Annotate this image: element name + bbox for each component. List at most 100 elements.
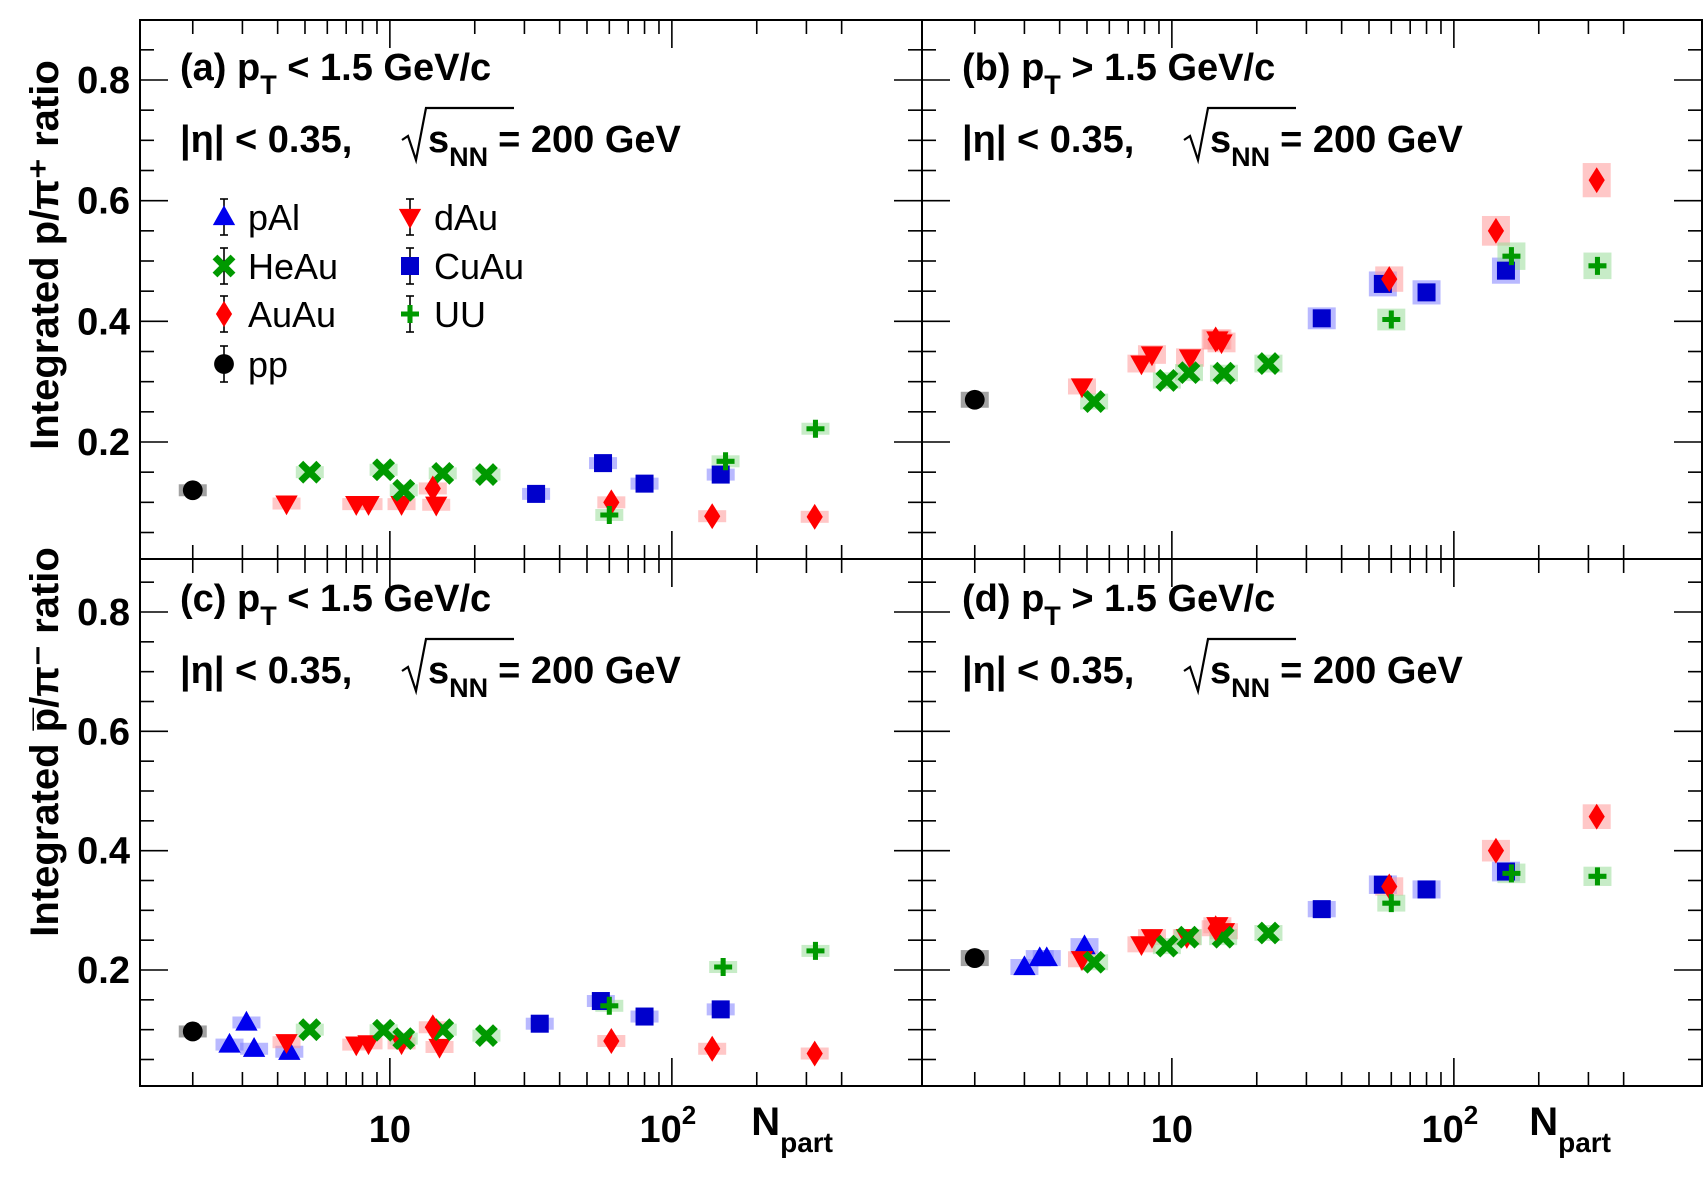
point-heau [298, 460, 322, 484]
point-pal [1073, 934, 1096, 955]
point-dau [1140, 929, 1164, 949]
point-pal [1035, 946, 1058, 967]
point-heau [1176, 925, 1200, 949]
point-auau [424, 1014, 441, 1041]
panel-condition-b: |η| < 0.35, [962, 119, 1134, 161]
legend-label-auau: AuAu [248, 294, 336, 335]
legend-label-pp: pp [248, 344, 288, 385]
point-auau [1588, 803, 1605, 830]
point-auau [424, 475, 441, 502]
legend-label-heau: HeAu [248, 246, 338, 287]
panel-title-b: (b) pT > 1.5 GeV/c [962, 47, 1275, 100]
legend-label-dau: dAu [434, 197, 498, 238]
legend-marker-cuau [401, 257, 419, 275]
point-auau [1381, 873, 1398, 900]
point-pp [964, 389, 985, 410]
point-dau [1130, 936, 1153, 957]
point-heau [372, 458, 396, 482]
point-auau [1207, 326, 1224, 353]
point-cuau [530, 1014, 549, 1033]
legend-marker-pal [212, 205, 236, 226]
legend-item-pp: pp [214, 344, 288, 385]
legend-label-cuau: CuAu [434, 246, 524, 287]
point-cuau [594, 454, 613, 473]
point-uu [1502, 247, 1521, 266]
point-uu [1588, 867, 1607, 886]
x-axis-title-left: Npart [751, 1100, 833, 1158]
sqrt-sign [1183, 106, 1296, 165]
legend-marker-pp [214, 354, 234, 374]
sqrt-sign [401, 637, 514, 696]
point-dau [1070, 378, 1094, 399]
point-pal [242, 1037, 266, 1057]
legend-label-uu: UU [434, 294, 486, 335]
panel-condition-c: |η| < 0.35, [180, 650, 352, 692]
point-uu [806, 941, 825, 960]
sqrt-s-nn: sNN = 200 GeV [428, 650, 682, 703]
point-uu [600, 996, 619, 1015]
point-heau [1155, 934, 1179, 958]
point-dau [1140, 346, 1164, 367]
legend-item-auau: AuAu [215, 294, 336, 335]
point-heau [1212, 361, 1236, 385]
point-cuau [1312, 900, 1331, 919]
point-pp [182, 1021, 203, 1042]
x-tick-label-10: 10 [1151, 1109, 1193, 1151]
legend-marker-heau [212, 254, 236, 278]
point-uu [1382, 894, 1401, 913]
point-heau [392, 1027, 416, 1051]
legend-marker-dau [398, 208, 422, 229]
point-cuau [1496, 261, 1515, 280]
panel-condition-d: |η| < 0.35, [962, 650, 1134, 692]
point-cuau [1417, 283, 1436, 302]
sqrt-sign [1183, 637, 1296, 696]
point-heau [1257, 921, 1280, 945]
point-pal [235, 1010, 258, 1031]
point-auau [603, 1028, 620, 1054]
panel-title-d: (d) pT > 1.5 GeV/c [962, 578, 1275, 631]
frames-layer: (a) pT < 1.5 GeV/c |η| < 0.35, sNN = 200 Ge… [139, 19, 1703, 1087]
point-uu [1382, 310, 1401, 329]
panels-layer [178, 163, 1612, 1067]
point-heau [431, 461, 455, 485]
point-heau [1082, 390, 1106, 413]
point-cuau [635, 474, 654, 493]
point-cuau [527, 484, 546, 503]
y-tick-label: 0.6 [77, 711, 130, 753]
point-heau [475, 463, 498, 486]
point-pp [182, 480, 203, 501]
y-tick-label: 0.2 [77, 950, 130, 992]
y-tick-label: 0.6 [77, 181, 130, 223]
y-tick-label: 0.8 [77, 592, 130, 634]
point-heau [372, 1018, 396, 1042]
point-pal [278, 1040, 301, 1060]
point-auau [806, 1040, 823, 1067]
point-heau [1177, 361, 1201, 385]
point-dau [390, 496, 413, 516]
panel-title-a: (a) pT < 1.5 GeV/c [180, 47, 491, 100]
y-axis-title-top: Integrated p/π⁺ ratio [23, 60, 67, 450]
legend-item-pal: pAl [212, 197, 300, 238]
point-cuau [711, 1000, 730, 1019]
sqrt-s-nn: sNN = 200 GeV [1210, 650, 1464, 703]
panel-d [960, 803, 1612, 976]
legend-item-heau: HeAu [212, 246, 338, 287]
legend-label-pal: pAl [248, 197, 300, 238]
x-axis-title-right: Npart [1529, 1100, 1611, 1158]
legend-item-cuau: CuAu [401, 246, 524, 287]
legend-marker-auau [215, 301, 233, 327]
point-dau [275, 495, 298, 516]
legend: pAl dAu HeAu CuAu AuAu UU pp [212, 197, 524, 385]
panel-c [178, 941, 830, 1067]
point-heau [475, 1024, 498, 1048]
point-auau [704, 1035, 721, 1062]
panel-title-c: (c) pT < 1.5 GeV/c [180, 578, 491, 631]
point-heau [1155, 369, 1179, 392]
point-pp [964, 948, 985, 968]
sqrt-s-nn: sNN = 200 GeV [428, 119, 682, 172]
ticks-layer: 0.2 0.4 0.6 0.8 0.2 0.4 0.6 0.8 10 102 10 102 [77, 20, 1702, 1151]
point-auau [1487, 217, 1505, 244]
x-tick-label-10: 10 [369, 1109, 411, 1151]
point-cuau [1417, 880, 1436, 899]
